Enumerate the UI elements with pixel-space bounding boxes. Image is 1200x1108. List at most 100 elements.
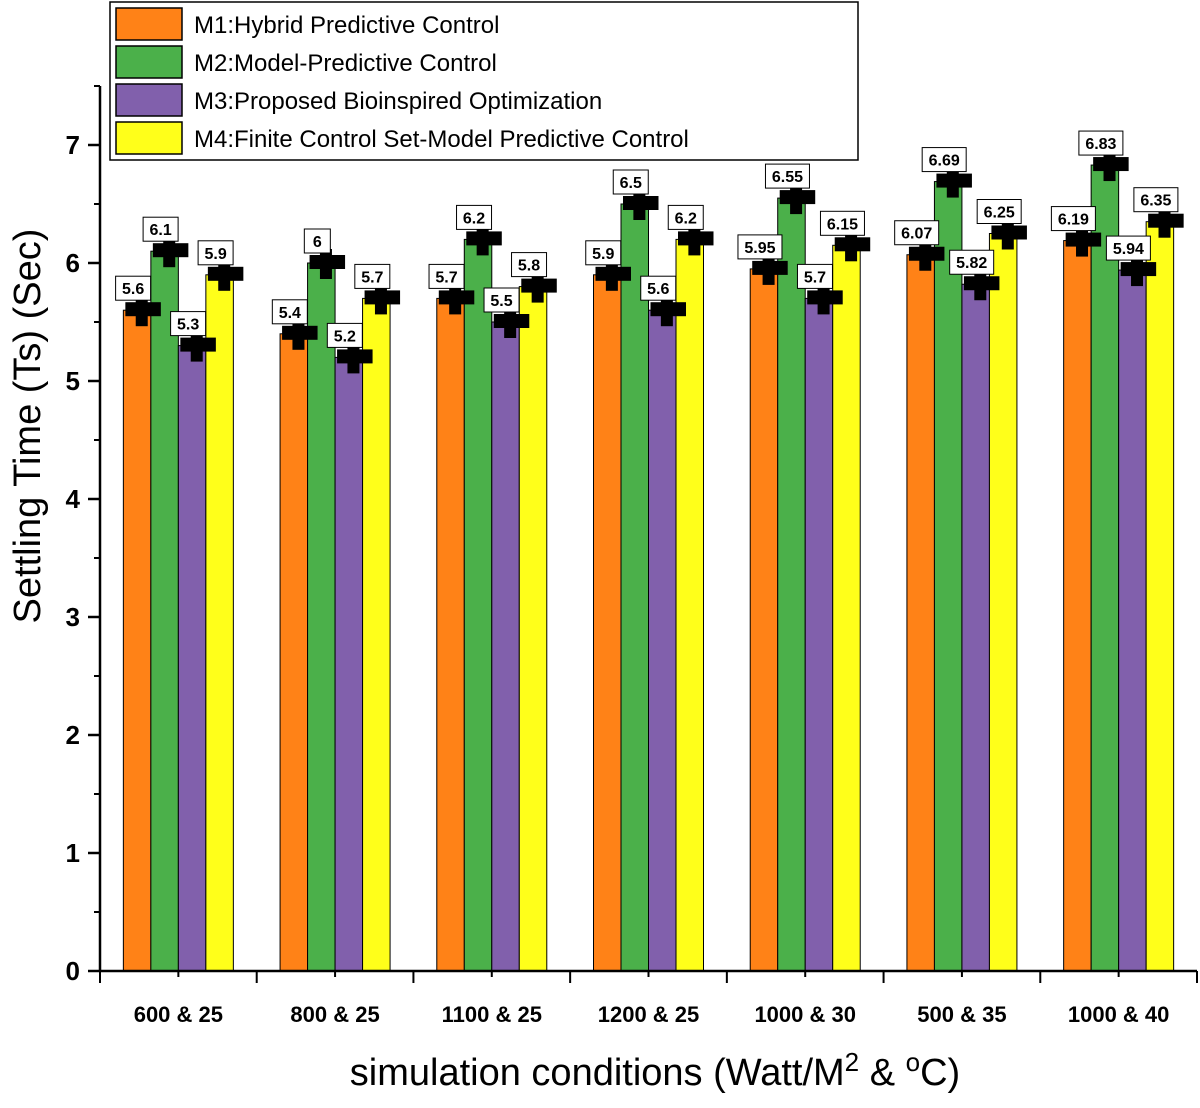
data-label-m1-3: 5.7: [435, 269, 457, 286]
bar-cap-base-m3-4: [650, 302, 686, 317]
data-label-m3-5: 5.7: [804, 269, 826, 286]
bar-m1-2: [279, 333, 309, 972]
data-label-m4-2: 5.7: [361, 269, 383, 286]
data-label-m3-3: 5.5: [490, 293, 512, 310]
data-label-box-m3-7: [1105, 235, 1151, 261]
data-label-box-m3-1: [170, 311, 207, 337]
bar-cap-base-m2-7: [1093, 157, 1129, 172]
bar-cap-base-m1-6: [908, 246, 945, 261]
legend-swatch-m3: [115, 83, 183, 117]
data-label-m1-2: 5.4: [279, 305, 301, 322]
bar-cap-base-m4-7: [1148, 213, 1184, 228]
data-label-m3-7: 5.94: [1113, 241, 1144, 258]
bar-cap-base-m4-3: [521, 278, 557, 293]
bar-cap-base-m2-3: [466, 231, 502, 246]
data-label-box-m4-5: [819, 210, 865, 236]
data-label-m4-4: 6.2: [675, 210, 697, 227]
bar-m4-1: [205, 274, 234, 972]
data-label-m1-1: 5.6: [122, 281, 144, 298]
x-tick-label: 600 & 25: [134, 1002, 223, 1027]
y-axis-title: Settling Time (Ts) (Sec): [7, 229, 49, 624]
legend-box: [109, 1, 859, 161]
data-label-m1-7: 6.19: [1058, 212, 1089, 229]
data-label-box-m3-2: [326, 322, 363, 348]
data-label-m2-3: 6.2: [463, 210, 485, 227]
data-label-box-m1-1: [115, 275, 152, 301]
y-tick-label: 4: [66, 484, 81, 514]
data-label-m3-4: 5.6: [647, 281, 669, 298]
y-tick-label: 1: [66, 838, 80, 868]
data-label-m2-4: 6.5: [620, 175, 642, 192]
bars-group: [122, 164, 1175, 972]
bar-m2-4: [620, 203, 649, 972]
bar-cap-base-m4-4: [678, 231, 714, 246]
bar-cap-base-m3-2: [337, 349, 373, 364]
data-label-box-m1-5: [737, 234, 783, 260]
data-label-box-m3-3: [483, 287, 520, 313]
data-label-m3-1: 5.3: [177, 317, 199, 334]
x-tick-label: 1000 & 40: [1068, 1002, 1170, 1027]
bar-m3-2: [334, 356, 364, 972]
y-tick-label: 0: [66, 956, 80, 986]
bar-cap-base-m2-4: [623, 196, 659, 210]
data-label-m1-5: 5.95: [744, 240, 775, 257]
bar-m1-6: [906, 254, 935, 972]
bar-m3-3: [491, 321, 520, 972]
bar-m4-6: [988, 233, 1018, 972]
bar-cap-base-m3-1: [180, 337, 216, 352]
data-label-box-m3-4: [640, 275, 677, 301]
y-tick-label: 2: [66, 720, 80, 750]
legend-label-m1: M1:Hybrid Predictive Control: [194, 12, 499, 39]
bar-m3-6: [961, 283, 990, 972]
bar-m4-2: [362, 297, 391, 972]
bar-cap-base-m3-7: [1120, 262, 1157, 277]
x-axis-title-mid: &: [859, 1052, 905, 1094]
bar-m2-7: [1090, 164, 1120, 972]
axes-group: 600 & 25 800 & 25 1100 & 25 1200 & 25 1000 &…: [66, 85, 1198, 1027]
data-label-m4-6: 6.25: [984, 205, 1015, 222]
bar-cap-base-m3-3: [493, 314, 530, 328]
bar-cap-base-m4-2: [364, 290, 401, 305]
x-tick-label: 1000 & 30: [754, 1002, 856, 1027]
data-label-box-m2-4: [612, 169, 649, 195]
x-tick-label: 800 & 25: [290, 1002, 379, 1027]
data-label-box-m2-1: [142, 216, 179, 242]
bar-cap-base-m1-2: [282, 325, 318, 340]
bar-cap-base-m3-5: [807, 290, 843, 305]
data-label-box-m1-2: [271, 299, 308, 325]
data-label-box-m3-6: [949, 249, 995, 275]
data-label-box-m4-4: [667, 204, 704, 230]
data-label-box-m1-6: [894, 220, 940, 246]
data-labels-group: 5.6 6.1 5.3 5.9 5.4 6 5.2 5.7 5.7 6.2 5.5 5.8 5.9 6.5…: [115, 130, 1184, 374]
data-label-box-m4-2: [354, 263, 391, 289]
data-label-m2-7: 6.83: [1085, 136, 1116, 153]
bar-cap-base-m1-1: [125, 302, 161, 317]
data-label-box-m2-3: [456, 204, 493, 230]
data-label-box-m2-7: [1078, 130, 1124, 156]
legend-swatch-m4: [115, 121, 183, 155]
bar-cap-base-m3-6: [963, 276, 1000, 291]
bar-m3-5: [804, 297, 834, 972]
x-axis-title: simulation conditions (Watt/M2 & oC): [350, 1047, 960, 1094]
bar-m3-7: [1118, 269, 1147, 972]
data-label-m1-6: 6.07: [901, 226, 932, 243]
legend-swatch-m2: [115, 45, 183, 79]
bar-m2-5: [777, 197, 806, 972]
bar-m4-5: [832, 244, 861, 972]
x-tick-label: 1100 & 25: [442, 1002, 542, 1027]
data-label-m1-4: 5.9: [592, 246, 614, 263]
data-label-m2-5: 6.55: [772, 169, 803, 186]
bar-m1-3: [436, 297, 465, 972]
data-label-m4-1: 5.9: [204, 246, 226, 263]
bar-cap-base-m2-6: [936, 173, 972, 188]
bar-m1-5: [749, 268, 779, 972]
bar-m1-4: [593, 274, 622, 972]
legend: M1:Hybrid Predictive Control M2:Model-Pre…: [109, 1, 859, 161]
data-label-m3-6: 5.82: [956, 255, 987, 272]
y-tick-label: 6: [66, 248, 80, 278]
data-label-m4-3: 5.8: [518, 258, 540, 275]
data-label-box-m1-4: [585, 240, 622, 266]
data-label-m2-2: 6: [313, 234, 322, 251]
bar-cap-base-m2-1: [152, 243, 189, 258]
